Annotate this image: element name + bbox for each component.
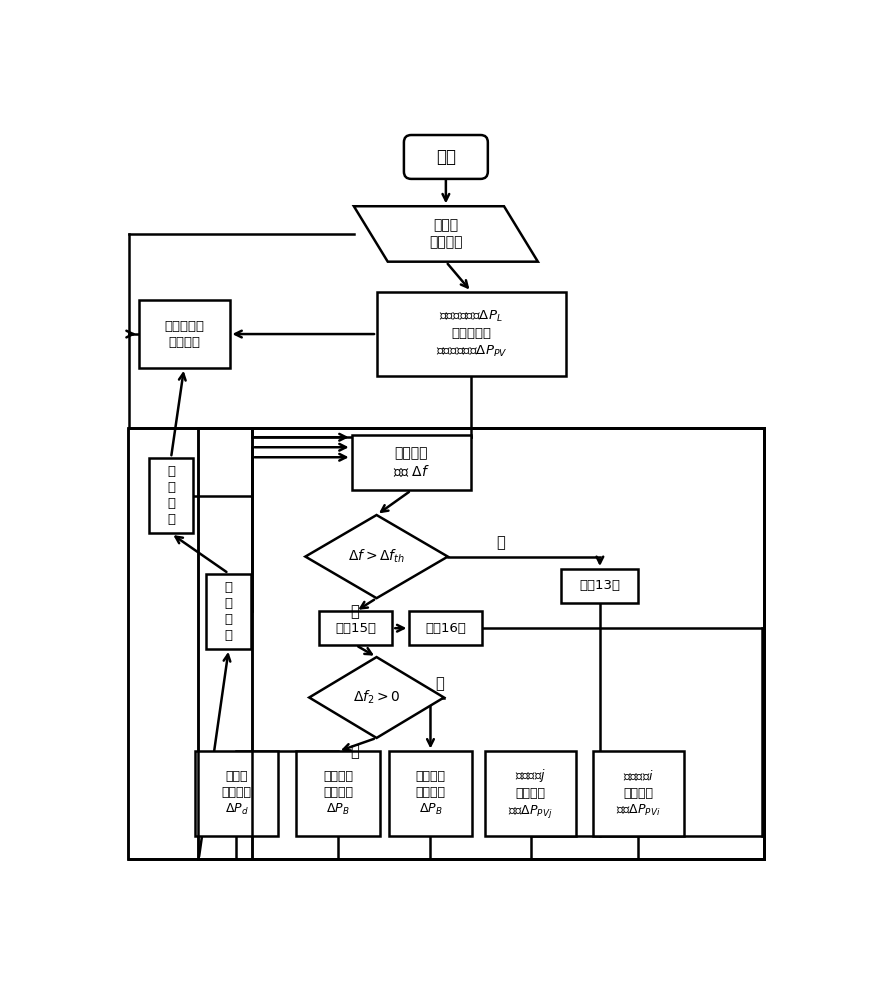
Bar [128,428,763,859]
Text: 否: 否 [496,535,505,550]
Bar [206,574,251,649]
Bar [195,751,278,836]
Text: 滑模负荷频
率控制器: 滑模负荷频 率控制器 [164,320,204,349]
Text: 式（15）: 式（15） [335,622,376,635]
Text: $\Delta f_2 > 0$: $\Delta f_2 > 0$ [352,689,400,706]
Bar [296,751,379,836]
Bar [376,292,565,376]
Text: 柴油机
输出功率
$\Delta P_d$: 柴油机 输出功率 $\Delta P_d$ [222,770,251,817]
Bar [351,435,470,490]
Text: 光伏系统$i$
调频输出
功率$\Delta P_{PVi}$: 光伏系统$i$ 调频输出 功率$\Delta P_{PVi}$ [615,769,660,818]
Text: 光伏系统$j$
调频输出
功率$\Delta P_{PVj}$: 光伏系统$j$ 调频输出 功率$\Delta P_{PVj}$ [507,767,552,820]
Text: 式（13）: 式（13） [579,579,620,592]
Bar [149,458,193,533]
Polygon shape [308,657,443,738]
Bar [198,428,763,859]
Text: 二
次
调
频: 二 次 调 频 [167,465,175,526]
Bar [128,428,763,859]
Text: 是: 是 [350,605,359,620]
FancyBboxPatch shape [403,135,488,179]
Text: 否: 否 [434,676,443,691]
Text: 系统频率
偏差 $\Delta f$: 系统频率 偏差 $\Delta f$ [393,446,429,479]
Bar [251,428,763,859]
Bar [251,428,763,859]
Text: 微电网
系统参数: 微电网 系统参数 [428,218,462,250]
Text: 储能系统
吸收功率
$\Delta P_B$: 储能系统 吸收功率 $\Delta P_B$ [322,770,353,817]
Text: 负荷随机波动$\Delta P_L$
可再生能源
输出功率波动$\Delta P_{PV}$: 负荷随机波动$\Delta P_L$ 可再生能源 输出功率波动$\Delta P… [435,309,507,359]
Bar [561,569,638,603]
Bar [485,751,575,836]
Bar [319,611,392,645]
Text: 一
次
调
频: 一 次 调 频 [224,581,233,642]
Text: 是: 是 [350,744,359,759]
Text: 开始: 开始 [435,148,455,166]
Bar [408,611,482,645]
Polygon shape [354,206,537,262]
Polygon shape [305,515,448,598]
Bar [593,751,683,836]
Text: $\Delta f > \Delta f_{th}$: $\Delta f > \Delta f_{th}$ [348,548,405,565]
Bar [138,300,229,368]
Bar [198,428,763,859]
Text: 式（16）: 式（16） [425,622,466,635]
Text: 储能系统
输出功率
$\Delta P_B$: 储能系统 输出功率 $\Delta P_B$ [415,770,445,817]
Bar [388,751,472,836]
